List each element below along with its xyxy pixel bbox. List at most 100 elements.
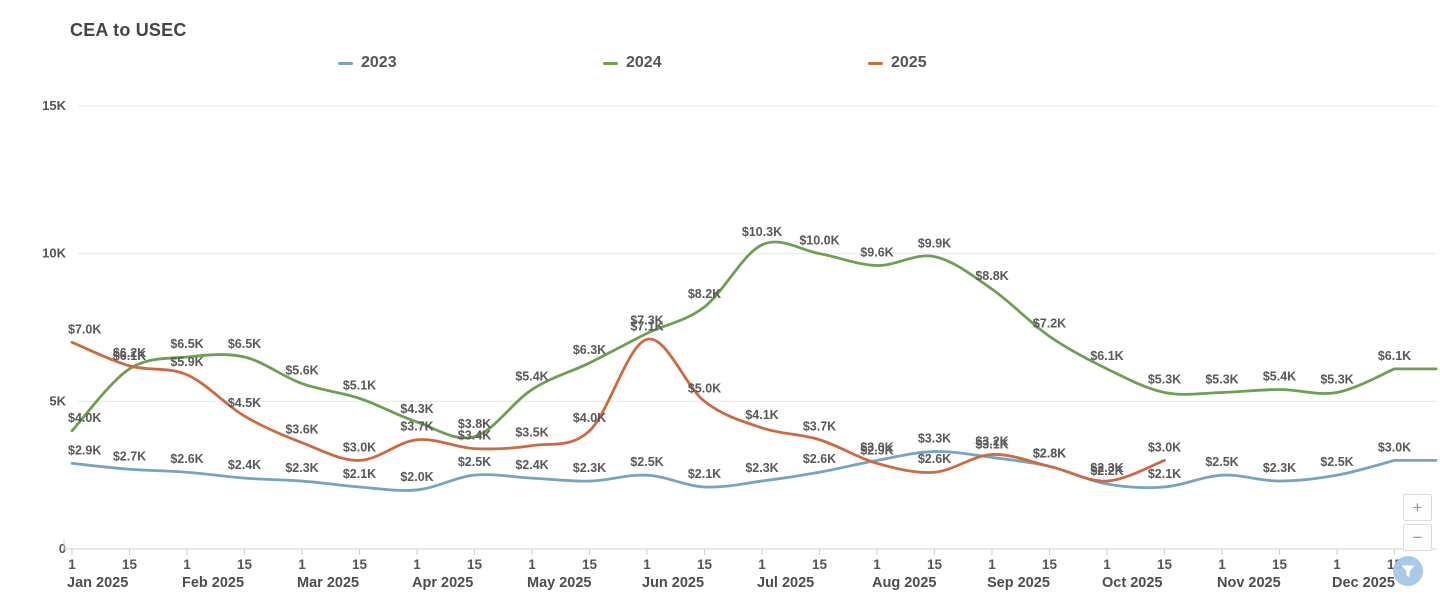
legend-label-2023: 2023 bbox=[361, 54, 397, 71]
series-labels-2025: $7.0K $6.2K $5.9K $4.5K $3.6K $3.0K $3.7K $3.4K… bbox=[68, 319, 1181, 475]
point-label: $5.1K bbox=[343, 378, 376, 392]
point-label: $6.2K bbox=[113, 346, 146, 360]
point-label: $9.6K bbox=[860, 245, 893, 259]
zoom-in-button[interactable]: + bbox=[1403, 494, 1432, 521]
point-label: $5.3K bbox=[1148, 372, 1181, 386]
point-label: $2.5K bbox=[1205, 455, 1238, 469]
zoom-out-button[interactable]: − bbox=[1403, 524, 1432, 551]
point-label: $5.4K bbox=[1263, 370, 1296, 384]
point-label: $2.5K bbox=[1320, 455, 1353, 469]
point-label: $3.5K bbox=[515, 426, 548, 440]
point-label: $8.8K bbox=[975, 269, 1008, 283]
point-label: $2.9K bbox=[68, 443, 101, 457]
point-label: $6.5K bbox=[170, 337, 203, 351]
point-label: $5.6K bbox=[285, 364, 318, 378]
point-label: $5.0K bbox=[688, 381, 721, 395]
point-label: $2.8K bbox=[1033, 446, 1066, 460]
point-label: $7.2K bbox=[1033, 316, 1066, 330]
y-tick-label: 0 bbox=[59, 541, 66, 556]
day-tick-label: 1 bbox=[1333, 557, 1341, 572]
point-label: $2.9K bbox=[860, 443, 893, 457]
day-tick-label: 15 bbox=[582, 557, 598, 572]
y-tick-label: 5K bbox=[49, 393, 66, 408]
point-label: $3.6K bbox=[285, 423, 318, 437]
point-label: $2.2K bbox=[1090, 464, 1123, 478]
point-label: $2.7K bbox=[113, 449, 146, 463]
day-tick-label: 1 bbox=[183, 557, 191, 572]
point-label: $2.3K bbox=[745, 461, 778, 475]
point-label: $4.0K bbox=[573, 411, 606, 425]
point-label: $3.8K bbox=[458, 417, 491, 431]
month-label: Sep 2025 bbox=[987, 575, 1050, 591]
day-tick-label: 1 bbox=[988, 557, 996, 572]
point-label: $3.0K bbox=[1148, 440, 1181, 454]
month-label: Jan 2025 bbox=[67, 575, 128, 591]
day-tick-label: 1 bbox=[1103, 557, 1111, 572]
point-label: $6.1K bbox=[113, 349, 146, 363]
legend-marker-2024 bbox=[603, 61, 618, 65]
day-tick-label: 15 bbox=[237, 557, 253, 572]
day-tick-label: 15 bbox=[697, 557, 713, 572]
series-labels-2023: $2.9K $2.7K $2.6K $2.4K $2.3K $2.1K $2.0K $2.5K… bbox=[68, 432, 1411, 484]
y-gridlines bbox=[78, 105, 1437, 402]
day-tick-label: 15 bbox=[1042, 557, 1058, 572]
point-label: $2.5K bbox=[458, 455, 491, 469]
month-label: Dec 2025 bbox=[1332, 575, 1395, 591]
chart-title: CEA to USEC bbox=[70, 20, 187, 40]
day-tick-label: 1 bbox=[1218, 557, 1226, 572]
legend-item-2023[interactable]: 2023 bbox=[338, 54, 397, 72]
point-label: $6.3K bbox=[573, 343, 606, 357]
point-label: $5.3K bbox=[1320, 372, 1353, 386]
x-axis bbox=[63, 540, 1437, 555]
day-tick-label: 15 bbox=[927, 557, 943, 572]
series-line-2025[interactable] bbox=[70, 337, 1166, 483]
day-tick-label: 15 bbox=[1157, 557, 1173, 572]
legend-item-2025[interactable]: 2025 bbox=[868, 54, 927, 72]
point-label: $3.4K bbox=[458, 429, 491, 443]
point-label: $10.0K bbox=[799, 234, 839, 248]
day-tick-label: 15 bbox=[352, 557, 368, 572]
y-tick-label: 15K bbox=[42, 98, 66, 113]
point-label: $7.3K bbox=[630, 313, 663, 327]
point-label: $6.1K bbox=[1090, 349, 1123, 363]
point-label: $3.7K bbox=[400, 420, 433, 434]
point-label: $4.0K bbox=[68, 411, 101, 425]
month-label: Mar 2025 bbox=[297, 575, 359, 591]
y-tick-label: 10K bbox=[42, 246, 66, 261]
point-label: $5.3K bbox=[1205, 372, 1238, 386]
point-label: $3.2K bbox=[975, 434, 1008, 448]
funnel-icon bbox=[1401, 565, 1415, 577]
point-label: $4.5K bbox=[228, 396, 261, 410]
point-label: $2.3K bbox=[1090, 461, 1123, 475]
month-label: Apr 2025 bbox=[412, 575, 473, 591]
point-label: $2.4K bbox=[228, 458, 261, 472]
day-tick-label: 1 bbox=[413, 557, 421, 572]
point-label: $2.3K bbox=[285, 461, 318, 475]
point-label: $2.6K bbox=[918, 452, 951, 466]
point-label: $3.7K bbox=[803, 420, 836, 434]
filter-badge[interactable] bbox=[1393, 556, 1423, 586]
day-tick-label: 15 bbox=[122, 557, 138, 572]
point-label: $4.3K bbox=[400, 402, 433, 416]
y-axis-labels: 0 5K 10K 15K bbox=[42, 98, 66, 556]
point-label: $7.0K bbox=[68, 322, 101, 336]
point-label: $2.1K bbox=[1148, 467, 1181, 481]
legend-marker-2025 bbox=[868, 61, 883, 65]
point-label: $3.3K bbox=[918, 432, 951, 446]
legend-label-2024: 2024 bbox=[626, 54, 662, 71]
legend-item-2024[interactable]: 2024 bbox=[603, 54, 662, 72]
series-labels-2024: $4.0K $6.1K $6.5K $6.5K $5.6K $5.1K $4.3K $3.8K… bbox=[68, 225, 1411, 431]
month-label: Jul 2025 bbox=[757, 575, 814, 591]
point-label: $10.3K bbox=[742, 225, 782, 239]
point-label: $2.1K bbox=[688, 467, 721, 481]
x-axis-labels: 1 15 Jan 2025 1 15 Feb 2025 1 15 Mar 2025 1 15 Apr … bbox=[67, 557, 1402, 591]
day-tick-label: 15 bbox=[467, 557, 483, 572]
series-line-2024[interactable] bbox=[70, 240, 1438, 440]
month-label: Feb 2025 bbox=[182, 575, 244, 591]
point-label: $5.9K bbox=[170, 355, 203, 369]
point-label: $6.5K bbox=[228, 337, 261, 351]
series-line-2023[interactable] bbox=[70, 450, 1438, 492]
month-label: Nov 2025 bbox=[1217, 575, 1281, 591]
month-label: Aug 2025 bbox=[872, 575, 936, 591]
